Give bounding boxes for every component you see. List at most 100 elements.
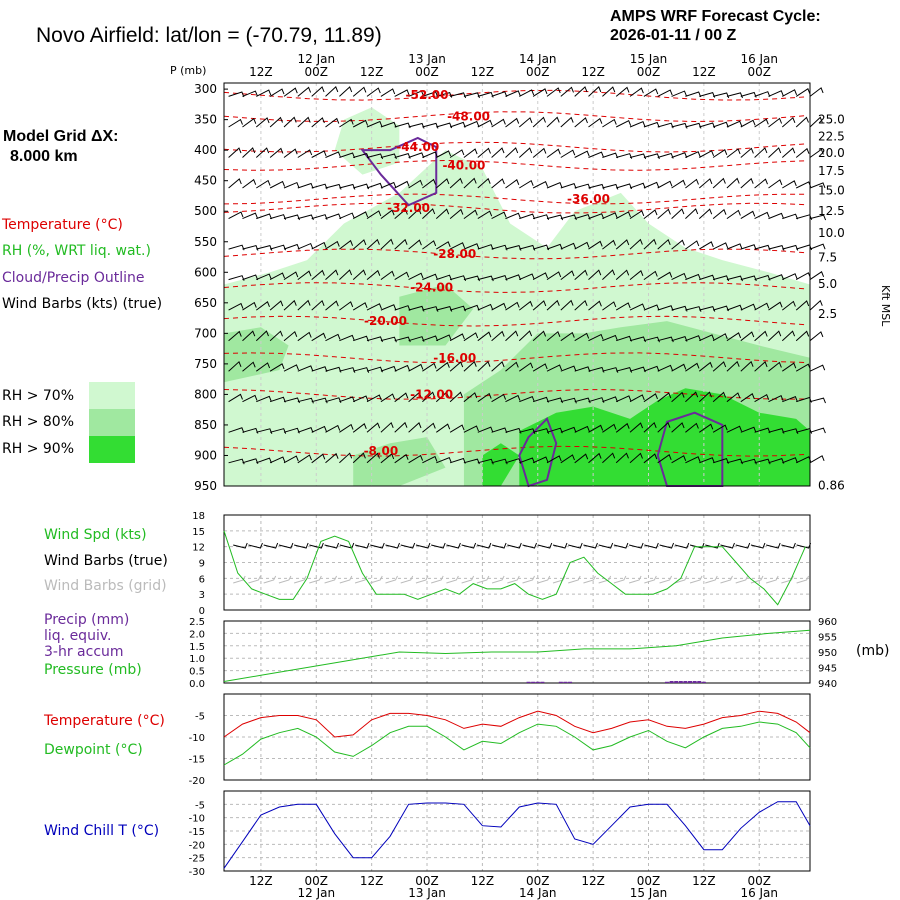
wind-barb-47: [269, 330, 283, 342]
wind-barb-90: [311, 453, 326, 464]
wind-barb-371: [615, 302, 631, 311]
precip-bar-13: [692, 681, 697, 683]
wind-barb-530: [782, 396, 798, 403]
isotherm-line-9: [223, 352, 806, 364]
pressure-tick-600: 600: [194, 265, 217, 279]
wind-barb-141: [366, 422, 381, 433]
wind-barb-0: [228, 91, 245, 98]
wind-barb-326: [574, 117, 588, 128]
wind-chill-label: Wind Chill T (°C): [44, 823, 160, 839]
precip-bar-4: [558, 681, 563, 683]
wind-barb-408: [657, 238, 671, 250]
grid-barb-2: [263, 575, 277, 584]
wind-barb-515: [768, 330, 782, 342]
pressure-tick-500: 500: [194, 204, 217, 218]
isotherm-line-6: [223, 248, 806, 260]
height-tick-4: 15.0: [818, 183, 845, 197]
grid-barb-32: [720, 575, 733, 584]
pressure-line: [223, 629, 811, 682]
wind-barb-406: [657, 180, 673, 189]
wind-barb-496: [754, 147, 768, 158]
true-barb-35: [766, 542, 781, 549]
wind-barb-368: [615, 211, 631, 220]
panel-1-ytick-3: 9: [199, 559, 205, 570]
wind-barb-9: [228, 360, 242, 372]
top-hour-label-5: 00Z: [526, 65, 550, 79]
wind-barb-299: [546, 87, 561, 97]
wind-barb-377: [629, 87, 644, 97]
wind-barb-196: [436, 122, 453, 129]
wind-barb-358: [602, 301, 617, 311]
grid-barb-27: [644, 575, 657, 584]
wind-barb-290: [532, 214, 550, 220]
wind-barb-372: [616, 335, 632, 342]
grid-barb-7: [339, 575, 353, 584]
wind-barb-306: [546, 299, 560, 311]
wind-barb-61: [283, 364, 299, 372]
station-title: Novo Airfield: lat/lon = (-70.79, 11.89): [36, 24, 382, 47]
wind-barb-502: [754, 330, 768, 342]
top-hour-label-2: 12Z: [360, 65, 384, 79]
wind-barb-191: [422, 362, 437, 372]
wind-barb-519: [768, 457, 785, 464]
wind-barb-117: [352, 86, 367, 97]
wind-barb-298: [532, 456, 549, 464]
wind-barb-410: [657, 305, 674, 311]
top-hour-label-4: 12Z: [471, 65, 495, 79]
wind-barb-71: [297, 270, 312, 280]
grid-barb-9: [370, 575, 383, 584]
wind-barb-470: [726, 148, 741, 158]
wind-barb-103: [325, 452, 339, 464]
grid-barb-5: [309, 575, 322, 584]
true-barb-15: [461, 542, 477, 549]
wind-barb-304: [546, 243, 563, 250]
wind-barb-170: [408, 122, 425, 129]
wind-barb-203: [436, 334, 452, 342]
pressure-tick-300: 300: [194, 82, 217, 96]
grid-barb-19: [522, 575, 535, 584]
wind-barb-165: [394, 364, 410, 372]
wind-barb-369: [615, 239, 630, 250]
wind-barb-224: [463, 177, 477, 189]
wind-barb-281: [518, 330, 533, 342]
wind-barb-197: [436, 150, 452, 158]
wind-barb-23: [242, 394, 258, 403]
pressure-tick-750: 750: [194, 357, 217, 371]
wind-barb-83: [311, 241, 327, 250]
wind-barb-178: [408, 363, 424, 372]
wind-barb-3: [228, 178, 242, 189]
wind-barb-19: [242, 274, 259, 281]
true-barb-4: [294, 542, 309, 549]
wind-barb-10: [228, 393, 243, 403]
top-date-label-2: 14 Jan: [519, 52, 557, 66]
wind-barb-163: [394, 305, 411, 311]
wind-barb-51: [269, 456, 286, 464]
wind-barb-134: [366, 210, 382, 220]
wind-barb-183: [422, 122, 439, 129]
wind-barb-221: [463, 92, 480, 99]
wind-barb-257: [491, 393, 507, 403]
wind-barb-417: [671, 122, 688, 129]
wind-barb-448: [699, 274, 716, 281]
pressure-tick-550: 550: [194, 235, 217, 249]
wind-barb-97: [325, 269, 339, 280]
legend-wind-barbs: Wind Barbs (kts) (true): [2, 296, 163, 312]
wind-barb-293: [532, 300, 547, 311]
pressure-tick-right-1: 945: [818, 664, 837, 675]
wind-chill-line: [223, 801, 811, 869]
true-barb-5: [309, 542, 324, 549]
wind-barb-181: [408, 454, 424, 464]
bottom-hour-label-1: 00Z: [305, 874, 329, 888]
true-barb-33: [735, 542, 751, 549]
wind-barb-27: [255, 117, 270, 128]
wind-barb-120: [353, 183, 370, 190]
wind-barb-546: [809, 87, 824, 97]
wind-barb-122: [352, 239, 367, 250]
grid-barb-23: [583, 575, 596, 584]
wind-barb-102: [325, 424, 341, 433]
wind-barb-391: [643, 121, 660, 128]
wind-barb-94: [325, 183, 342, 190]
wind-barb-357: [602, 269, 616, 280]
wind-barb-511: [768, 212, 784, 220]
wind-barb-421: [671, 239, 685, 250]
